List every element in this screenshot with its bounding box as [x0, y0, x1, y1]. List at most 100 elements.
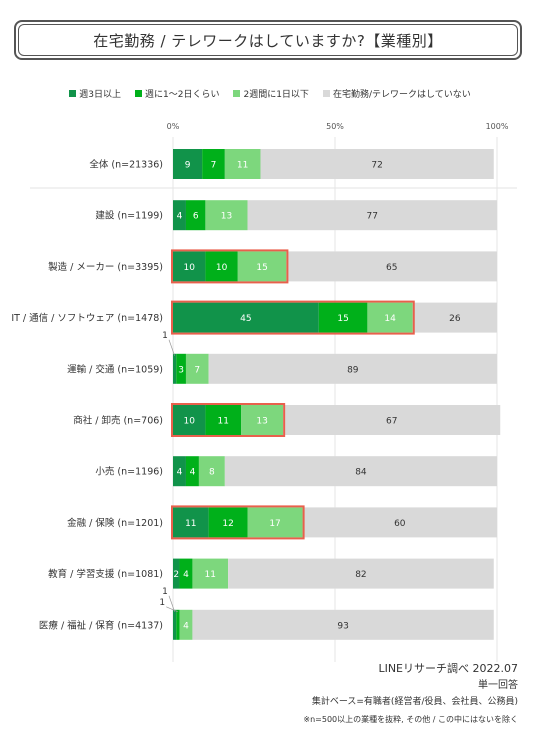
bar-segment: [208, 353, 497, 384]
data-label: 6: [193, 212, 199, 222]
data-label: 9: [185, 161, 191, 171]
data-label: 12: [222, 519, 233, 529]
legend-swatch: [69, 90, 77, 97]
leader-line: [168, 595, 175, 612]
x-tick-label: 100%: [486, 122, 509, 131]
bar-segment: [247, 200, 497, 231]
bar-segment: [173, 558, 180, 589]
legend-item-biweekly: 2週間に1日以下: [233, 87, 309, 100]
bar-segment: [367, 302, 413, 333]
bar-segment: [247, 507, 303, 538]
bar-segment: [173, 609, 177, 640]
source-note: LINEリサーチ調べ 2022.07: [378, 662, 518, 675]
bar-segment: [202, 149, 225, 179]
category-label: 全体 (n=21336): [89, 159, 163, 171]
bar-segment: [179, 609, 193, 640]
leader-line: [166, 606, 178, 613]
bar-segment: [205, 405, 242, 435]
bar-segment: [205, 200, 248, 231]
data-label: 7: [194, 365, 200, 375]
bar-segment: [237, 251, 287, 282]
data-label: 1: [162, 331, 168, 341]
bar-segment: [412, 302, 497, 333]
legend-item-none: 在宅勤務/テレワークはしていない: [322, 87, 471, 100]
bar-segment: [192, 609, 494, 640]
footer: LINEリサーチ調べ 2022.07 単一回答 集計ベース=有職者(経営者/役員…: [303, 660, 518, 728]
category-label: 教育 / 学習支援 (n=1081): [48, 568, 163, 580]
data-label: 93: [337, 621, 348, 631]
data-label: 1: [159, 598, 165, 608]
legend-swatch: [135, 90, 143, 97]
answer-type: 単一回答: [478, 680, 518, 691]
title-frame: 在宅勤務 / テレワークはしていますか?【業種別】: [14, 20, 522, 60]
data-label: 60: [394, 519, 406, 529]
leader-line: [168, 339, 175, 356]
bar-segment: [173, 405, 206, 435]
data-label: 11: [205, 570, 216, 580]
data-label: 13: [221, 212, 232, 222]
data-label: 2: [173, 570, 179, 580]
bar-segment: [228, 558, 494, 589]
bar-segment: [173, 251, 206, 282]
data-label: 65: [386, 263, 397, 273]
highlight-box: [171, 249, 289, 284]
data-label: 82: [355, 570, 366, 580]
category-label: 製造 / メーカー (n=3395): [48, 261, 163, 273]
base-note: 集計ベース=有職者(経営者/役員、会社員、公務員): [311, 697, 518, 707]
bar-segment: [318, 302, 368, 333]
legend-label: 2週間に1日以下: [243, 90, 309, 100]
bar-segment: [173, 200, 186, 231]
data-label: 72: [371, 161, 382, 171]
data-label: 45: [240, 314, 251, 324]
bar-segment: [192, 558, 229, 589]
bar-segment: [224, 149, 261, 179]
legend-item-1-2days: 週に1〜2日くらい: [135, 87, 219, 100]
bar-segment: [173, 507, 209, 538]
category-label: 商社 / 卸売 (n=706): [73, 415, 163, 427]
legend-swatch: [322, 90, 330, 97]
legend-item-3days: 週3日以上: [69, 87, 121, 100]
data-label: 26: [449, 314, 461, 324]
highlight-box: [171, 505, 305, 540]
bar-segment: [224, 456, 497, 487]
bar-segment: [185, 456, 199, 487]
data-label: 11: [217, 417, 228, 427]
data-label: 4: [177, 212, 183, 222]
category-label: IT / 通信 / ソフトウェア (n=1478): [11, 312, 163, 324]
data-label: 4: [190, 468, 196, 478]
legend: 週3日以上 週に1〜2日くらい 2週間に1日以下 在宅勤務/テレワークはしていな…: [0, 87, 540, 100]
data-label: 15: [256, 263, 267, 273]
bar-segment: [260, 149, 494, 179]
bar-segment: [205, 251, 238, 282]
bar-segment: [185, 353, 209, 384]
highlight-box: [171, 403, 286, 437]
data-label: 11: [237, 161, 248, 171]
data-label: 15: [337, 314, 348, 324]
category-label: 小売 (n=1196): [95, 466, 163, 478]
bar-segment: [176, 353, 186, 384]
bar-segment: [173, 456, 186, 487]
footnote: ※n=500以上の業種を抜粋, その他 / この中にはないを除く: [303, 715, 518, 724]
data-label: 84: [355, 468, 367, 478]
bar-segment: [173, 302, 319, 333]
data-label: 17: [269, 519, 280, 529]
data-label: 7: [211, 161, 217, 171]
bar-segment: [176, 609, 180, 640]
data-label: 3: [178, 365, 184, 375]
x-tick-label: 0%: [167, 122, 180, 131]
category-label: 運輸 / 交通 (n=1059): [67, 363, 163, 375]
legend-swatch: [233, 90, 241, 97]
x-tick-label: 50%: [326, 122, 344, 131]
data-label: 77: [367, 212, 378, 222]
highlight-box: [171, 300, 415, 335]
category-label: 金融 / 保険 (n=1201): [67, 517, 163, 529]
bar-segment: [173, 149, 203, 179]
data-label: 4: [183, 621, 189, 631]
data-label: 14: [384, 314, 396, 324]
data-label: 67: [386, 417, 397, 427]
data-label: 8: [209, 468, 215, 478]
data-label: 11: [185, 519, 196, 529]
bar-segment: [241, 405, 284, 435]
category-label: 医療 / 福祉 / 保育 (n=4137): [39, 619, 163, 631]
